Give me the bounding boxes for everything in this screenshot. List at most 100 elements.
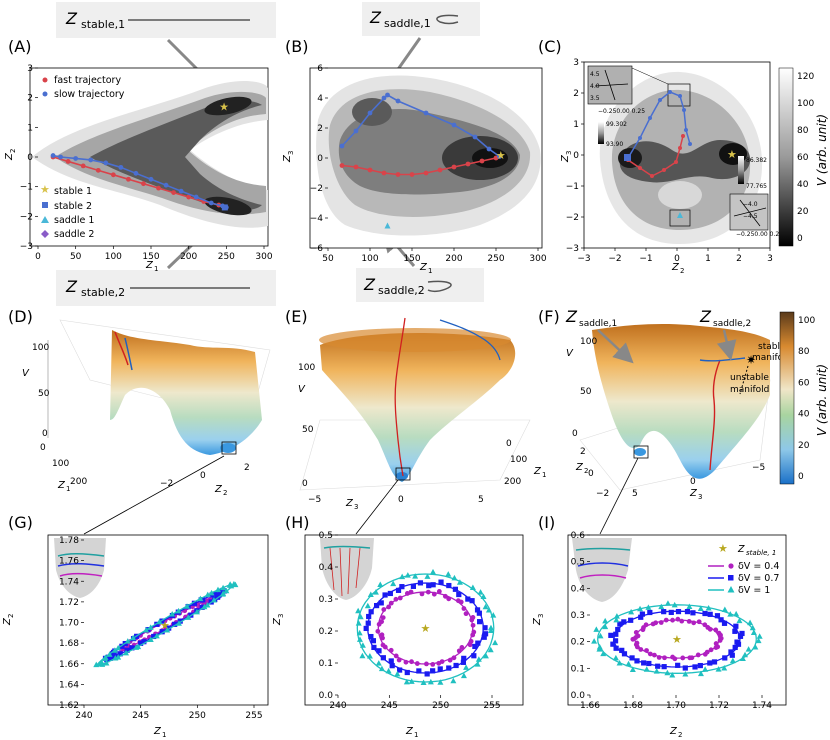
panel-i-marker-1	[634, 644, 640, 650]
panel-i-marker-2	[697, 662, 703, 669]
panel-i-marker-2	[655, 663, 661, 669]
panel-d-slow-traj	[124, 337, 133, 371]
panel-e-grid	[299, 419, 531, 491]
panel-i-marker-1	[658, 620, 664, 625]
panel-b-fast-trajectory-point	[437, 167, 443, 173]
panel-i-marker-3	[593, 626, 600, 632]
panel-b-fast-trajectory-point	[381, 170, 387, 176]
panel-a-ysub: 2	[9, 149, 17, 153]
panel-g-marker-3	[164, 626, 171, 633]
panel-i-marker-3	[686, 603, 693, 609]
panel-b-ytick-label: 0	[317, 154, 323, 164]
panel-h-ytick-label: 0.4	[319, 563, 334, 573]
panel-e-ztick-100: 100	[298, 363, 315, 373]
panel-g-ysub: 2	[7, 614, 15, 618]
panel-i-marker-2	[732, 628, 738, 634]
panel-b-saddle-marker	[384, 222, 391, 229]
panel-b-xlabel: Z	[419, 262, 428, 273]
panel-c-inset-top-box	[667, 83, 691, 107]
panel-c-colorbar-tick: 120	[797, 72, 814, 82]
panel-g-marker-3	[153, 632, 160, 639]
panel-b-ytick-label: −4	[310, 214, 324, 224]
panel-i-marker-2	[732, 644, 738, 651]
panel-i-xtick-label: 1.66	[580, 701, 600, 711]
panel-i-marker-1	[702, 622, 708, 628]
panel-a-fast-trajectory-point	[156, 185, 161, 191]
panel-g-marker-3	[184, 603, 191, 609]
panel-i-marker-3	[628, 608, 635, 615]
inset-top-ytick-3: 3.5	[590, 95, 600, 102]
panel-i-marker-3	[591, 638, 598, 644]
panel-i-marker-2	[646, 660, 652, 667]
panel-h-marker-2	[426, 583, 432, 589]
panel-c-mini-cb2-top: 86.382	[746, 157, 767, 164]
panel-d-ytick-2: 2	[244, 463, 250, 473]
panel-g-ytick-label: 1.78	[59, 536, 79, 546]
panel-a-slow-trajectory-point	[208, 200, 214, 206]
inset-top-xticks: −0.250.00 0.25	[598, 108, 645, 115]
panel-i-marker-1	[630, 636, 636, 642]
panel-i-xtick-label: 1.68	[623, 701, 643, 711]
panel-a-xtick-label: 100	[105, 252, 122, 262]
panel-a-fast-trajectory-point	[65, 159, 71, 164]
panel-a-fast-trajectory-point	[95, 167, 101, 173]
panel-c-fast-point	[681, 134, 685, 138]
panel-a-ytick-label: 3	[27, 64, 33, 74]
panel-b-fast-trajectory-point	[465, 161, 471, 167]
inset-top-ytick-1: 4.5	[590, 71, 600, 78]
panel-h-marker-3	[487, 624, 494, 631]
panel-i-marker-2	[647, 609, 653, 616]
panel-i-marker-3	[625, 660, 632, 667]
panel-h-marker-2	[389, 663, 395, 669]
panel-g-marker-3	[169, 611, 176, 617]
panel-h-marker-3	[469, 584, 476, 591]
panel-f-colorbar-tick: 0	[798, 472, 804, 482]
icon-saddle2-line	[427, 280, 452, 293]
panel-h-marker-1	[388, 647, 394, 653]
panel-a-fast-trajectory-point	[186, 194, 192, 200]
panel-h-marker-3	[390, 580, 397, 587]
panel-c-xtick-label: −1	[639, 254, 652, 264]
panel-g-marker-3	[232, 581, 239, 588]
panel-h-marker-3	[437, 679, 444, 685]
panel-a-slow-trajectory-point	[103, 160, 109, 166]
panel-i-marker-3	[736, 617, 743, 624]
panel-h-marker-2	[397, 667, 403, 673]
zoom-line-e	[355, 479, 399, 535]
panel-f-ysub: 2	[584, 467, 588, 475]
panel-g-marker-2	[199, 604, 205, 610]
panel-h-marker-2	[437, 666, 443, 672]
panel-h-marker-3	[372, 589, 379, 595]
panel-c-ytick-label: 1	[573, 120, 579, 130]
panel-h-marker-2	[482, 625, 488, 631]
panel-h-marker-3	[487, 646, 494, 653]
panel-h-ysub: 3	[277, 614, 285, 618]
panel-e-xlabel: Z	[345, 498, 354, 509]
panel-f-arrow-saddle1	[597, 329, 634, 364]
panel-c-inset-top-connector	[631, 67, 669, 85]
panel-f-ztick-50: 50	[580, 387, 592, 397]
panel-g-marker-3	[143, 627, 150, 633]
panel-b-xtick-label: 300	[529, 254, 546, 264]
panel-b-fast-trajectory-point	[409, 172, 415, 177]
panel-h-marker-1	[430, 661, 436, 667]
panel-a-fast-trajectory-point	[80, 163, 86, 169]
panel-h-marker-2	[469, 598, 475, 604]
panel-i-marker-3	[602, 623, 609, 630]
panel-i-marker-2	[702, 610, 708, 617]
panel-b-slow-trajectory-point	[451, 122, 457, 128]
legend-fast-label: fast trajectory	[54, 75, 121, 86]
panel-h-marker-1	[396, 657, 402, 663]
panel-d-ztick-100: 100	[32, 343, 49, 353]
panel-i-marker-3	[669, 671, 676, 678]
panel-h-marker-3	[477, 589, 484, 595]
panel-g-marker-3	[147, 636, 154, 643]
panel-b-ysub: 3	[287, 151, 295, 155]
panel-b-fast-trajectory-point	[339, 163, 345, 168]
panel-f-manifold-line	[739, 365, 749, 395]
panel-g-marker-2	[124, 647, 130, 653]
panel-a-xtick-label: 50	[70, 252, 82, 262]
panel-h-marker-1	[414, 661, 420, 666]
panel-a-slow-trajectory-point	[50, 153, 56, 158]
panel-g-marker-2	[177, 618, 183, 624]
